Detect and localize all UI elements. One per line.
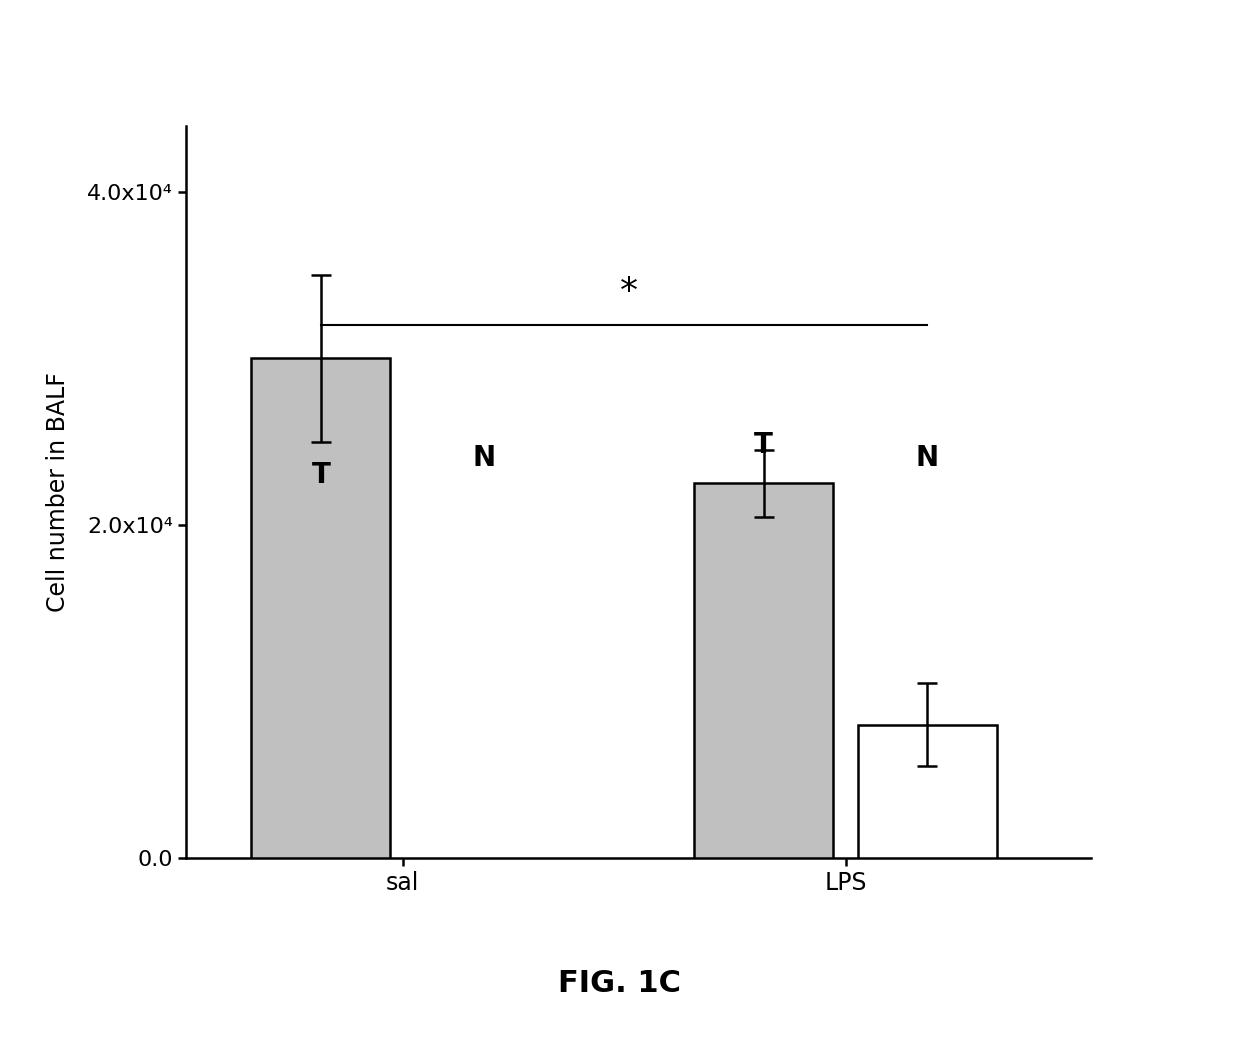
Text: T: T <box>754 431 774 459</box>
Text: *: * <box>620 274 637 309</box>
Text: N: N <box>472 445 496 473</box>
Bar <box>252 359 391 858</box>
Text: FIG. 1C: FIG. 1C <box>558 969 682 998</box>
Y-axis label: Cell number in BALF: Cell number in BALF <box>46 371 71 612</box>
Bar <box>858 725 997 858</box>
Text: N: N <box>916 445 939 473</box>
Text: T: T <box>311 461 330 488</box>
Bar <box>694 483 833 858</box>
